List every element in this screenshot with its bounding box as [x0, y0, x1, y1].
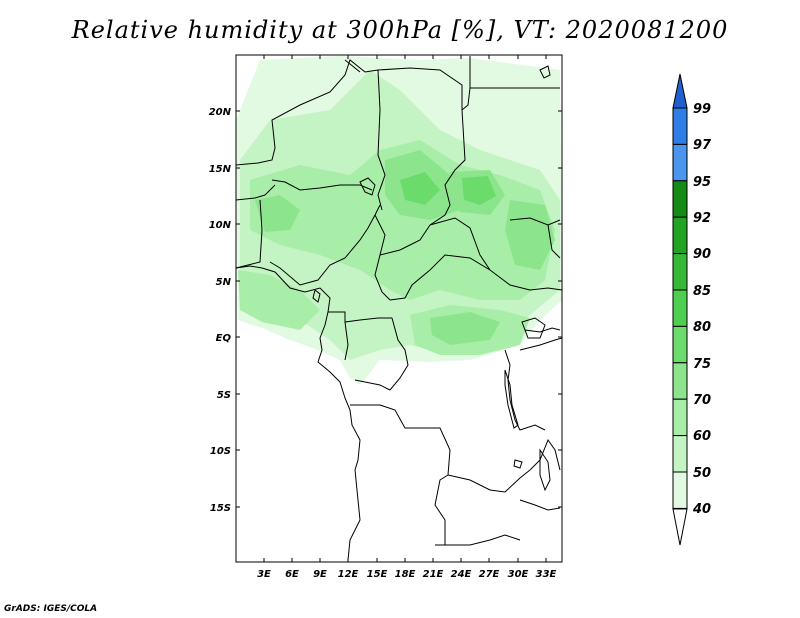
colorbar-label-40: 40 — [692, 502, 711, 517]
colorbar-label-75: 75 — [693, 357, 711, 372]
colorbar-swatches — [672, 107, 688, 509]
lake-victoria — [521, 317, 546, 339]
lon-label-21e: 21E — [423, 569, 444, 580]
lon-label-27e: 27E — [479, 569, 500, 580]
lat-label-20n: 20N — [209, 107, 232, 118]
lon-label-9e: 9E — [313, 569, 327, 580]
colorbar-label-95: 95 — [693, 175, 711, 190]
rh-70-region-d — [430, 312, 500, 345]
colorbar-label-60: 60 — [693, 429, 711, 444]
lake-malawi — [539, 448, 551, 492]
lat-label-5n: 5N — [216, 277, 232, 288]
lon-label-15e: 15E — [367, 569, 388, 580]
lon-label-18e: 18E — [395, 569, 416, 580]
lon-label-3e: 3E — [257, 569, 271, 580]
colorbar: 99 97 95 92 90 85 80 75 70 60 50 40 — [672, 73, 712, 546]
colorbar-swatch — [672, 289, 688, 327]
lat-label-5s: 5S — [217, 390, 231, 401]
lat-label-10s: 10S — [210, 446, 231, 457]
country-boundaries — [235, 56, 563, 561]
lon-ticks — [263, 55, 547, 562]
lon-label-12e: 12E — [338, 569, 359, 580]
colorbar-label-97: 97 — [693, 138, 712, 153]
colorbar-label-99: 99 — [693, 102, 711, 117]
map-frame — [235, 54, 563, 563]
rh-75-region-a — [462, 176, 496, 205]
colorbar-swatch — [672, 398, 688, 437]
colorbar-swatch — [672, 435, 688, 473]
lake-chad — [359, 177, 376, 196]
rh-70-region-c — [505, 200, 555, 270]
map-title: Relative humidity at 300hPa [%], VT: 202… — [71, 16, 729, 44]
colorbar-swatch — [672, 143, 688, 182]
lon-label-33e: 33E — [536, 569, 557, 580]
colorbar-swatch — [672, 471, 688, 509]
colorbar-label-85: 85 — [693, 284, 711, 299]
colorbar-label-50: 50 — [693, 466, 711, 481]
colorbar-label-80: 80 — [693, 320, 711, 335]
lat-label-10n: 10N — [209, 220, 232, 231]
colorbar-label-70: 70 — [693, 393, 711, 408]
lon-label-6e: 6E — [285, 569, 299, 580]
colorbar-swatch — [672, 362, 688, 400]
colorbar-bottom-arrow — [672, 508, 688, 546]
lake-tanganyika — [504, 369, 519, 429]
colorbar-label-92: 92 — [693, 211, 711, 226]
colorbar-label-90: 90 — [693, 247, 711, 262]
lat-label-15s: 15S — [210, 503, 231, 514]
lat-label-eq: EQ — [216, 333, 232, 344]
humidity-field — [236, 56, 562, 385]
lat-ticks — [236, 110, 562, 508]
rh-75-region-b — [400, 172, 440, 205]
rh-70-region-e — [255, 195, 300, 232]
colorbar-swatch — [672, 107, 688, 145]
colorbar-top-arrow — [672, 73, 688, 109]
lon-label-30e: 30E — [508, 569, 529, 580]
colorbar-swatch — [672, 253, 688, 291]
rh-60-region-c — [238, 270, 320, 330]
colorbar-swatch — [672, 216, 688, 255]
colorbar-swatch — [672, 180, 688, 218]
lat-label-15n: 15N — [209, 164, 232, 175]
lon-label-24e: 24E — [451, 569, 472, 580]
colorbar-swatch — [672, 325, 688, 364]
grads-credit: GrADS: IGES/COLA — [4, 604, 98, 614]
